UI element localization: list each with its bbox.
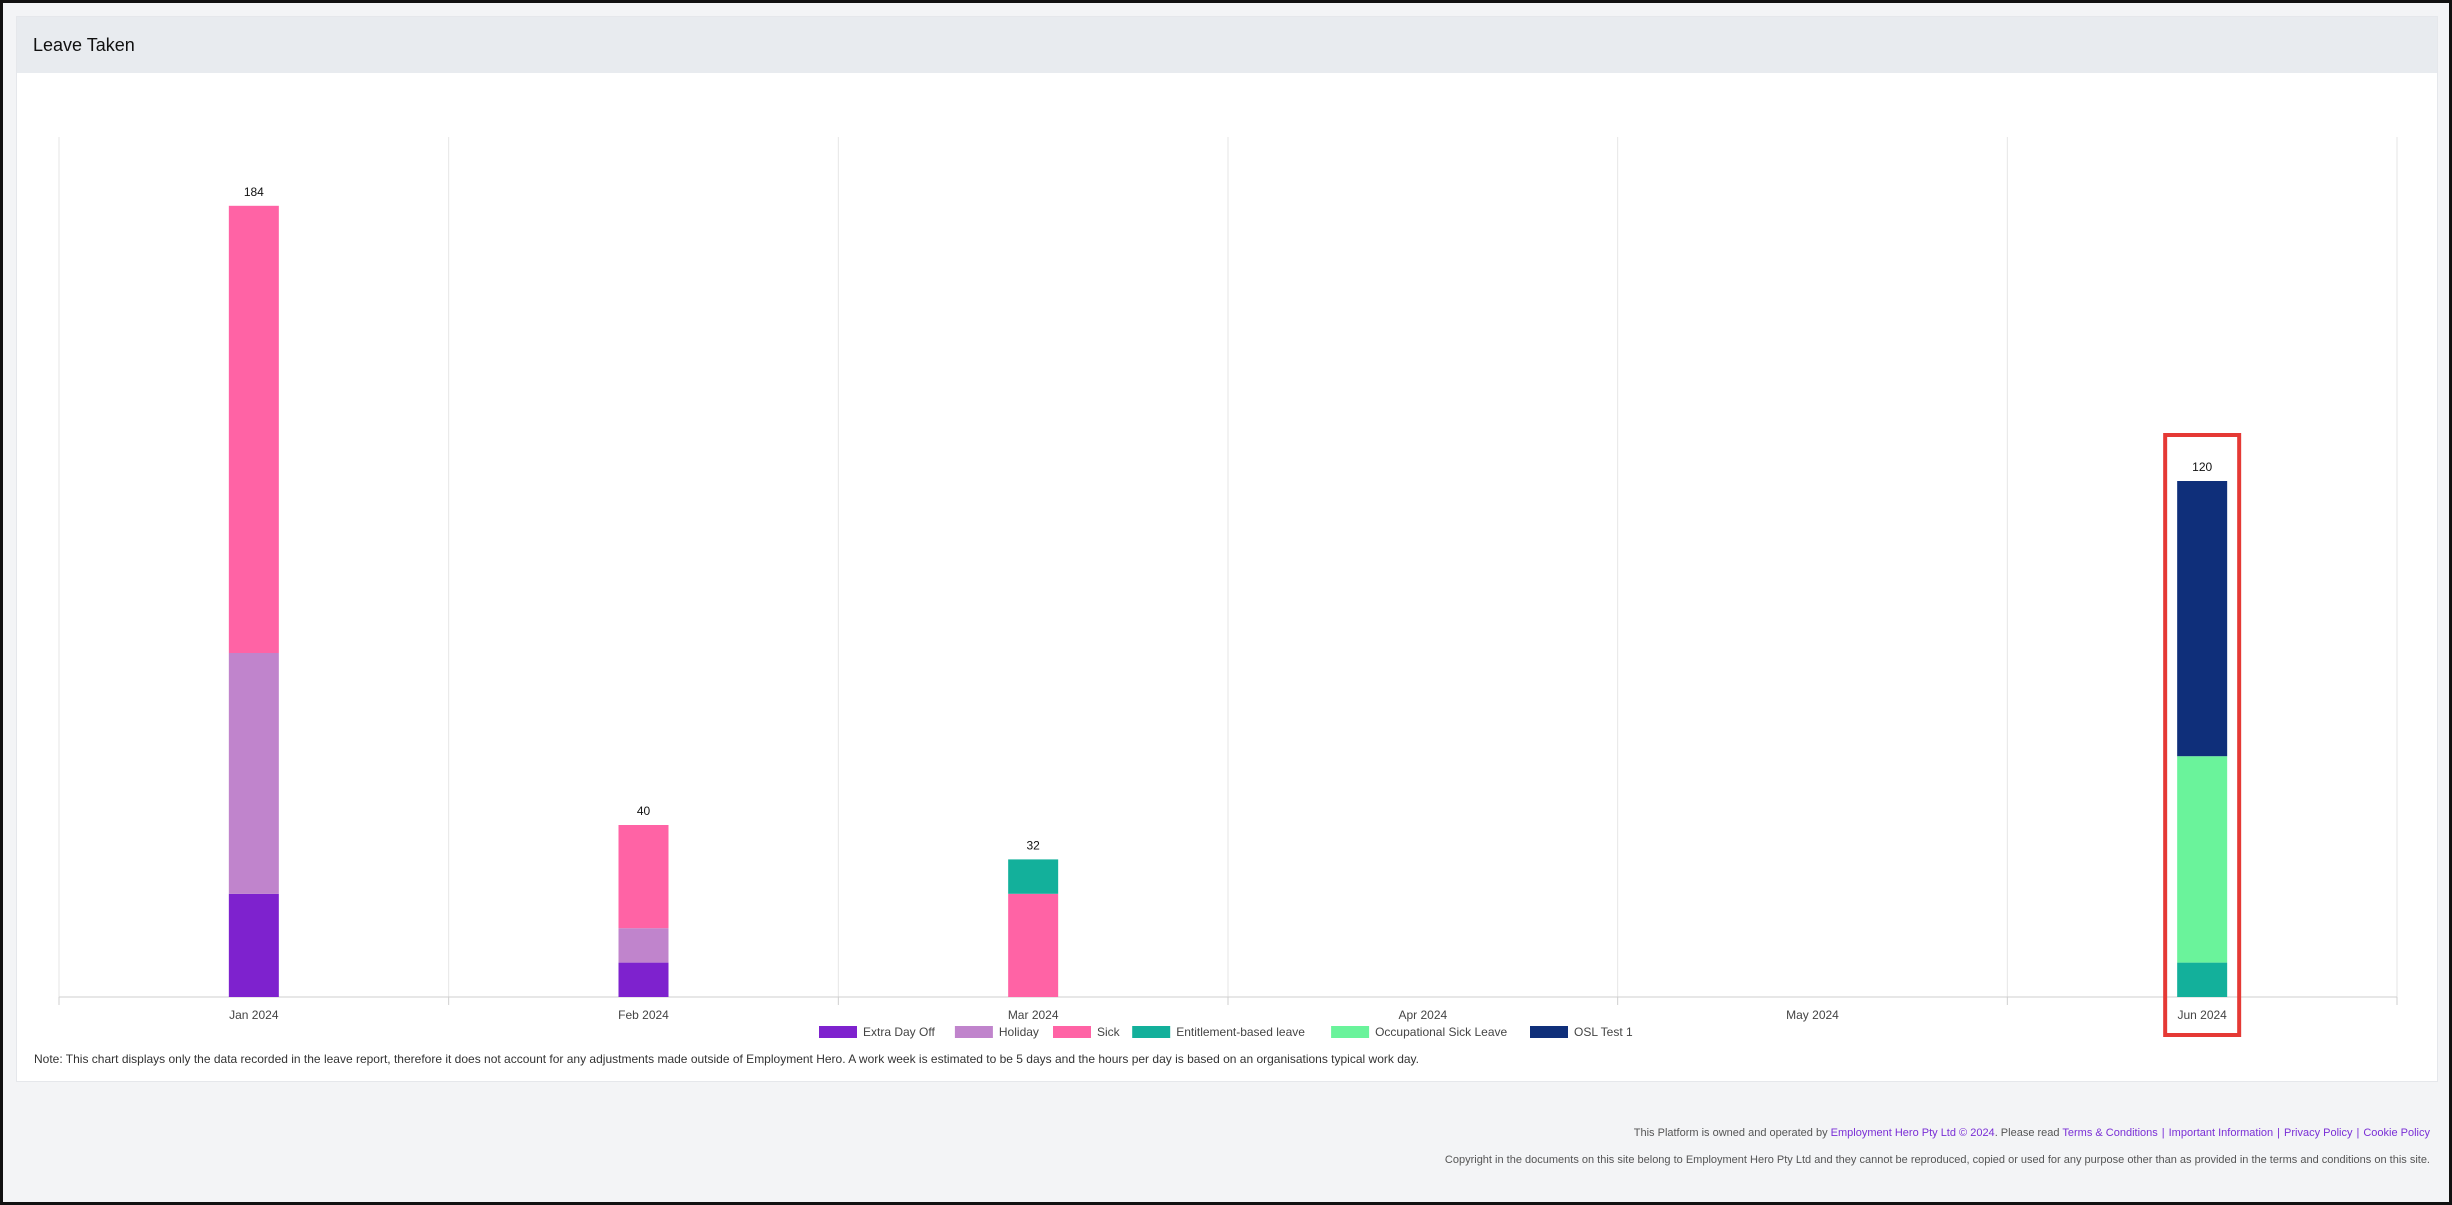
separator: | bbox=[2277, 1127, 2281, 1139]
bar-holiday-jan-2024 bbox=[228, 653, 279, 894]
employment-hero-link[interactable]: Employment Hero Pty Ltd © 2024 bbox=[1830, 1127, 1995, 1139]
legend-label: Holiday bbox=[999, 1025, 1039, 1039]
legend-swatch bbox=[819, 1026, 857, 1038]
bar-entitlement-based-leave-mar-2024 bbox=[1008, 859, 1059, 894]
bar-sick-mar-2024 bbox=[1008, 893, 1059, 997]
highlight-box bbox=[2163, 433, 2242, 1037]
x-tick-label: Feb 2024 bbox=[618, 1008, 669, 1022]
bar-occupational-sick-leave-jun-2024 bbox=[2177, 756, 2228, 963]
chart-note: Note: This chart displays only the data … bbox=[34, 1052, 1419, 1066]
x-tick-label: Jun 2024 bbox=[2177, 1008, 2227, 1022]
total-label: 120 bbox=[2192, 460, 2212, 474]
leave-taken-chart: 184 Jan 2024 40 Feb 2024 32 Mar 2024 Apr 2024 M… bbox=[58, 137, 2398, 1039]
terms-link[interactable]: Terms & Conditions bbox=[2062, 1127, 2158, 1139]
legend-label: Sick bbox=[1097, 1025, 1121, 1039]
legend-label: Entitlement-based leave bbox=[1176, 1025, 1305, 1039]
important-information-link[interactable]: Important Information bbox=[2168, 1127, 2274, 1139]
bar-sick-jan-2024 bbox=[228, 205, 279, 654]
x-tick-label: Apr 2024 bbox=[1398, 1008, 1447, 1022]
bar-entitlement-based-leave-jun-2024 bbox=[2177, 962, 2228, 997]
total-label: 184 bbox=[244, 185, 264, 199]
total-label: 32 bbox=[1026, 838, 1040, 852]
leave-taken-card: Leave Taken 184 Jan 2024 40 Feb 2024 32 Mar 2… bbox=[16, 16, 2438, 1082]
legend-label: OSL Test 1 bbox=[1574, 1025, 1633, 1039]
footer-ownership: This Platform is owned and operated by E… bbox=[1634, 1127, 2430, 1139]
footer-prefix: This Platform is owned and operated by bbox=[1633, 1127, 1828, 1139]
separator: | bbox=[2161, 1127, 2165, 1139]
footer-copyright: Copyright in the documents on this site … bbox=[1444, 1154, 2430, 1166]
bar-holiday-feb-2024 bbox=[618, 928, 669, 963]
bar-extra-day-off-jan-2024 bbox=[228, 893, 279, 997]
separator: | bbox=[2356, 1127, 2360, 1139]
bar-osl-test-1-jun-2024 bbox=[2177, 481, 2228, 757]
x-tick-label: Mar 2024 bbox=[1008, 1008, 1059, 1022]
footer-read-text: . Please read bbox=[1994, 1127, 2060, 1139]
total-label: 40 bbox=[637, 804, 651, 818]
bar-sick-feb-2024 bbox=[618, 825, 669, 929]
x-tick-label: Jan 2024 bbox=[229, 1008, 279, 1022]
legend-swatch bbox=[1132, 1026, 1171, 1038]
legend-swatch bbox=[954, 1026, 993, 1038]
legend-label: Occupational Sick Leave bbox=[1375, 1025, 1507, 1039]
x-tick-label: May 2024 bbox=[1786, 1008, 1839, 1022]
cookie-policy-link[interactable]: Cookie Policy bbox=[2363, 1127, 2430, 1139]
legend-swatch bbox=[1053, 1026, 1091, 1038]
bar-extra-day-off-feb-2024 bbox=[618, 962, 669, 997]
legend-label: Extra Day Off bbox=[863, 1025, 935, 1039]
legend-swatch bbox=[1331, 1026, 1370, 1038]
legend-swatch bbox=[1530, 1026, 1568, 1038]
privacy-policy-link[interactable]: Privacy Policy bbox=[2284, 1127, 2353, 1139]
card-title: Leave Taken bbox=[17, 17, 2437, 73]
